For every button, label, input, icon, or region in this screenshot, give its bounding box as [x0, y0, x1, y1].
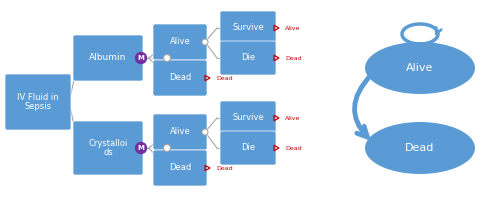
FancyBboxPatch shape	[220, 101, 276, 135]
Text: Dead: Dead	[169, 73, 191, 82]
Ellipse shape	[365, 122, 475, 174]
Text: Die: Die	[241, 143, 255, 153]
Text: Dead: Dead	[216, 165, 232, 171]
FancyBboxPatch shape	[220, 11, 276, 45]
Text: IV Fluid in
Sepsis: IV Fluid in Sepsis	[17, 93, 59, 111]
Circle shape	[202, 39, 208, 45]
Circle shape	[136, 52, 146, 63]
Text: Survive: Survive	[232, 23, 264, 32]
FancyBboxPatch shape	[153, 114, 207, 150]
Text: Dead: Dead	[285, 145, 302, 151]
Text: Crystalloi
ds: Crystalloi ds	[88, 139, 128, 157]
FancyBboxPatch shape	[153, 60, 207, 96]
FancyBboxPatch shape	[153, 150, 207, 186]
Text: Alive: Alive	[285, 26, 300, 31]
Text: M: M	[138, 55, 144, 61]
Text: Dead: Dead	[216, 75, 232, 81]
Ellipse shape	[365, 42, 475, 94]
Text: Dead: Dead	[406, 143, 434, 153]
FancyBboxPatch shape	[220, 131, 276, 165]
Circle shape	[164, 144, 170, 152]
Circle shape	[136, 143, 146, 153]
FancyBboxPatch shape	[73, 121, 143, 175]
Circle shape	[202, 129, 208, 135]
Text: Dead: Dead	[169, 163, 191, 173]
Text: Albumin: Albumin	[90, 53, 126, 62]
Text: M: M	[138, 145, 144, 151]
FancyBboxPatch shape	[5, 74, 71, 130]
FancyBboxPatch shape	[220, 41, 276, 75]
Text: Alive: Alive	[406, 63, 434, 73]
Text: Alive: Alive	[170, 38, 190, 47]
Text: Alive: Alive	[170, 128, 190, 136]
FancyBboxPatch shape	[73, 35, 143, 81]
Text: Survive: Survive	[232, 113, 264, 122]
Text: Die: Die	[241, 53, 255, 62]
Text: Dead: Dead	[285, 55, 302, 61]
Text: Alive: Alive	[285, 115, 300, 121]
FancyBboxPatch shape	[153, 24, 207, 60]
Circle shape	[164, 54, 170, 61]
